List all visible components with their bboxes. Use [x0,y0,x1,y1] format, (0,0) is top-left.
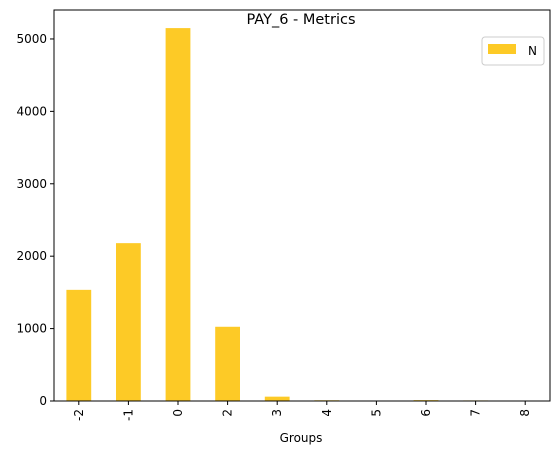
x-tick-label: 8 [518,409,532,417]
bar--1 [116,243,141,401]
bars-group [66,28,538,401]
x-tick-label: 6 [419,409,433,417]
bar-0 [165,28,191,401]
x-tick-label: 7 [469,409,483,417]
bar-2 [215,326,240,401]
x-tick-label: 5 [369,409,383,417]
x-tick-label: -2 [72,409,86,421]
x-axis-label: Groups [280,431,323,445]
x-tick-label: 0 [171,409,185,417]
legend-label: N [528,44,537,58]
x-tick-label: 2 [221,409,235,417]
x-tick-label: 4 [320,409,334,417]
y-axis: 0 1000 2000 3000 4000 5000 [16,32,54,408]
bar--2 [66,289,92,401]
bar-3 [264,396,290,401]
chart-title: PAY_6 - Metrics [246,12,355,28]
y-tick-label: 0 [39,394,47,408]
x-tick-label: -1 [121,409,135,421]
y-tick-label: 2000 [16,249,47,263]
y-tick-label: 1000 [16,322,47,336]
y-tick-label: 3000 [16,177,47,191]
legend: N [481,36,545,66]
y-tick-label: 4000 [16,104,47,118]
x-tick-label: 3 [270,409,284,417]
x-axis: -2 -1 0 2 3 4 5 6 7 8 [72,401,532,421]
legend-swatch [488,44,516,54]
y-tick-label: 5000 [16,32,47,46]
plot-frame [53,9,551,402]
